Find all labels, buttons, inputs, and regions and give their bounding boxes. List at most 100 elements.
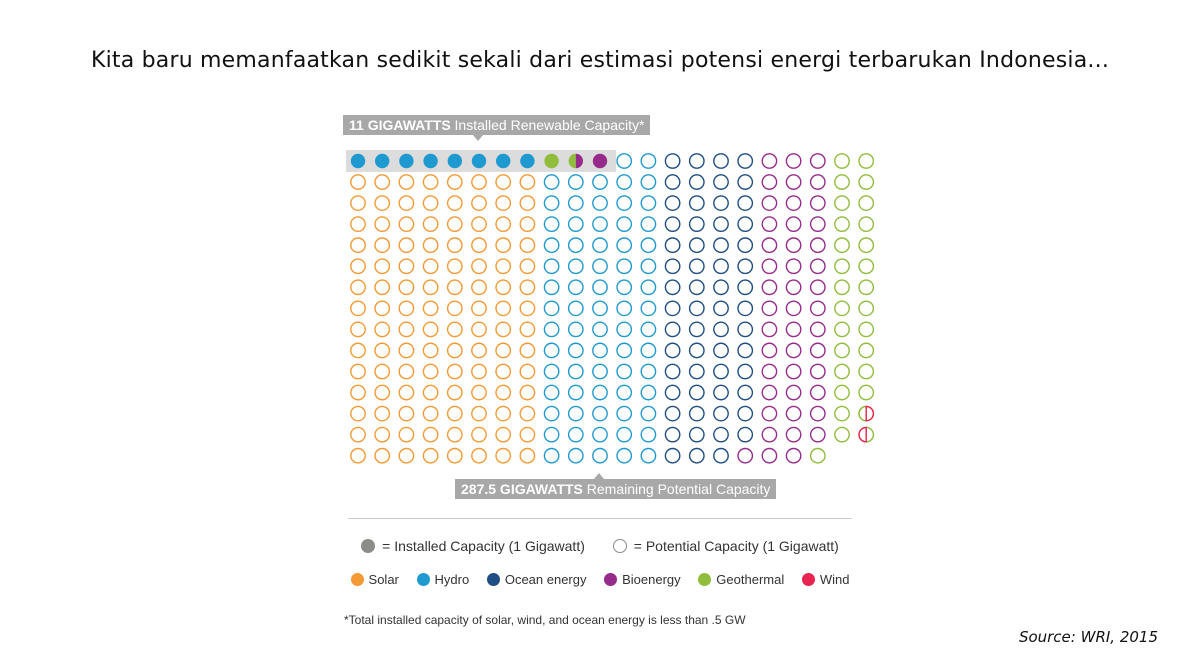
potential-circle-hydro [592, 447, 608, 464]
ocean-dot-icon [486, 573, 500, 586]
potential-circle-bioenergy [785, 174, 802, 190]
potential-circle-solar [422, 195, 439, 212]
potential-circle-solar [471, 384, 487, 401]
potential-circle-solar [446, 237, 463, 254]
potential-circle-solar [422, 321, 439, 338]
potential-circle-solar [495, 321, 512, 338]
potential-circle-hydro [543, 321, 560, 338]
potential-circle-solar [398, 342, 415, 359]
potential-circle-hydro [640, 279, 657, 296]
potential-circle-ocean-energy [688, 405, 705, 422]
potential-circle-bioenergy [809, 321, 826, 338]
potential-circle-hydro [543, 363, 560, 380]
potential-circle-hydro [640, 237, 657, 254]
legend-item-geothermal: Geothermal [698, 572, 784, 587]
potential-circle-geothermal [858, 300, 875, 317]
bioenergy-dot-icon [604, 573, 618, 586]
potential-circle-geothermal [858, 153, 875, 169]
potential-circle-hydro [616, 363, 633, 380]
potential-circle-geothermal [834, 153, 850, 169]
potential-circle-solar [495, 174, 512, 190]
potential-circle-solar [471, 195, 487, 212]
potential-circle-hydro [616, 384, 633, 401]
potential-half-wind [865, 405, 875, 422]
potential-circle-solar [446, 426, 463, 443]
potential-circle-hydro [640, 363, 657, 380]
potential-circle-solar [471, 237, 487, 254]
potential-circle-bioenergy [761, 258, 778, 275]
potential-circle-geothermal [834, 384, 850, 401]
installed-capacity-callout: 11 GIGAWATTS Installed Renewable Capacit… [343, 115, 651, 141]
installed-circle-hydro [375, 153, 390, 169]
potential-circle-solar [446, 405, 463, 422]
potential-circle-solar [495, 237, 512, 254]
potential-circle-solar [398, 384, 415, 401]
potential-circle-ocean-energy [713, 405, 729, 422]
potential-circle-solar [495, 447, 512, 464]
remaining-capacity-value: 287.5 GIGAWATTS [461, 481, 583, 497]
installed-circle-hydro [471, 153, 487, 169]
potential-circle-hydro [616, 153, 633, 169]
potential-circle-solar [471, 321, 487, 338]
potential-circle-solar [471, 426, 487, 443]
potential-circle-solar [350, 258, 366, 275]
potential-circle-solar [446, 321, 463, 338]
potential-circle-solar [422, 258, 439, 275]
potential-circle-solar [471, 279, 487, 296]
potential-circle-bioenergy [809, 279, 826, 296]
potential-circle-bioenergy [761, 363, 778, 380]
potential-circle-ocean-energy [664, 321, 681, 338]
potential-circle-geothermal [834, 174, 850, 190]
potential-circle-solar [495, 384, 512, 401]
potential-circle-hydro [592, 279, 608, 296]
potential-circle-ocean-energy [664, 153, 681, 169]
potential-circle-bioenergy [737, 447, 754, 464]
potential-circle-hydro [616, 321, 633, 338]
potential-circle-ocean-energy [737, 342, 754, 359]
potential-circle-solar [398, 405, 415, 422]
potential-circle-hydro [567, 321, 584, 338]
potential-circle-hydro [567, 279, 584, 296]
potential-circle-ocean-energy [664, 342, 681, 359]
potential-circle-geothermal [834, 363, 850, 380]
potential-circle-solar [519, 342, 536, 359]
potential-circle-hydro [616, 405, 633, 422]
potential-circle-solar [422, 279, 439, 296]
potential-circle-hydro [640, 195, 657, 212]
remaining-capacity-label: Remaining Potential Capacity [586, 481, 771, 497]
potential-circle-solar [374, 279, 391, 296]
potential-circle-bioenergy [761, 279, 778, 296]
potential-circle-solar [519, 363, 536, 380]
potential-circle-solar [422, 405, 439, 422]
potential-circle-bioenergy [809, 363, 826, 380]
potential-circle-bioenergy [761, 447, 778, 464]
potential-circle-ocean-energy [713, 447, 729, 464]
potential-circle-ocean-energy [664, 195, 681, 212]
potential-circle-bioenergy [809, 405, 826, 422]
potential-circle-solar [374, 195, 391, 212]
potential-circle-solar [350, 342, 366, 359]
potential-circle-solar [519, 447, 536, 464]
potential-circle-solar [446, 363, 463, 380]
potential-circle-ocean-energy [713, 342, 729, 359]
potential-circle-ocean-energy [737, 426, 754, 443]
legend-label-ocean: Ocean energy [504, 572, 587, 587]
potential-circle-solar [422, 426, 439, 443]
potential-circle-bioenergy [809, 384, 826, 401]
potential-circle-hydro [616, 237, 633, 254]
potential-circle-solar [350, 195, 366, 212]
potential-circle-bioenergy [785, 384, 802, 401]
potential-circle-hydro [616, 342, 633, 359]
potential-circle-bioenergy [785, 300, 802, 317]
potential-circle-bioenergy [785, 447, 802, 464]
potential-circle-ocean-energy [664, 405, 681, 422]
potential-circle-ocean-energy [664, 300, 681, 317]
potential-circle-solar [350, 363, 366, 380]
potential-half-geothermal [858, 405, 867, 422]
potential-circle-hydro [567, 195, 584, 212]
source-credit: Source: WRI, 2015 [1018, 628, 1158, 646]
potential-circle-ocean-energy [713, 384, 729, 401]
potential-half-wind [858, 426, 867, 443]
potential-circle-geothermal [858, 237, 875, 254]
